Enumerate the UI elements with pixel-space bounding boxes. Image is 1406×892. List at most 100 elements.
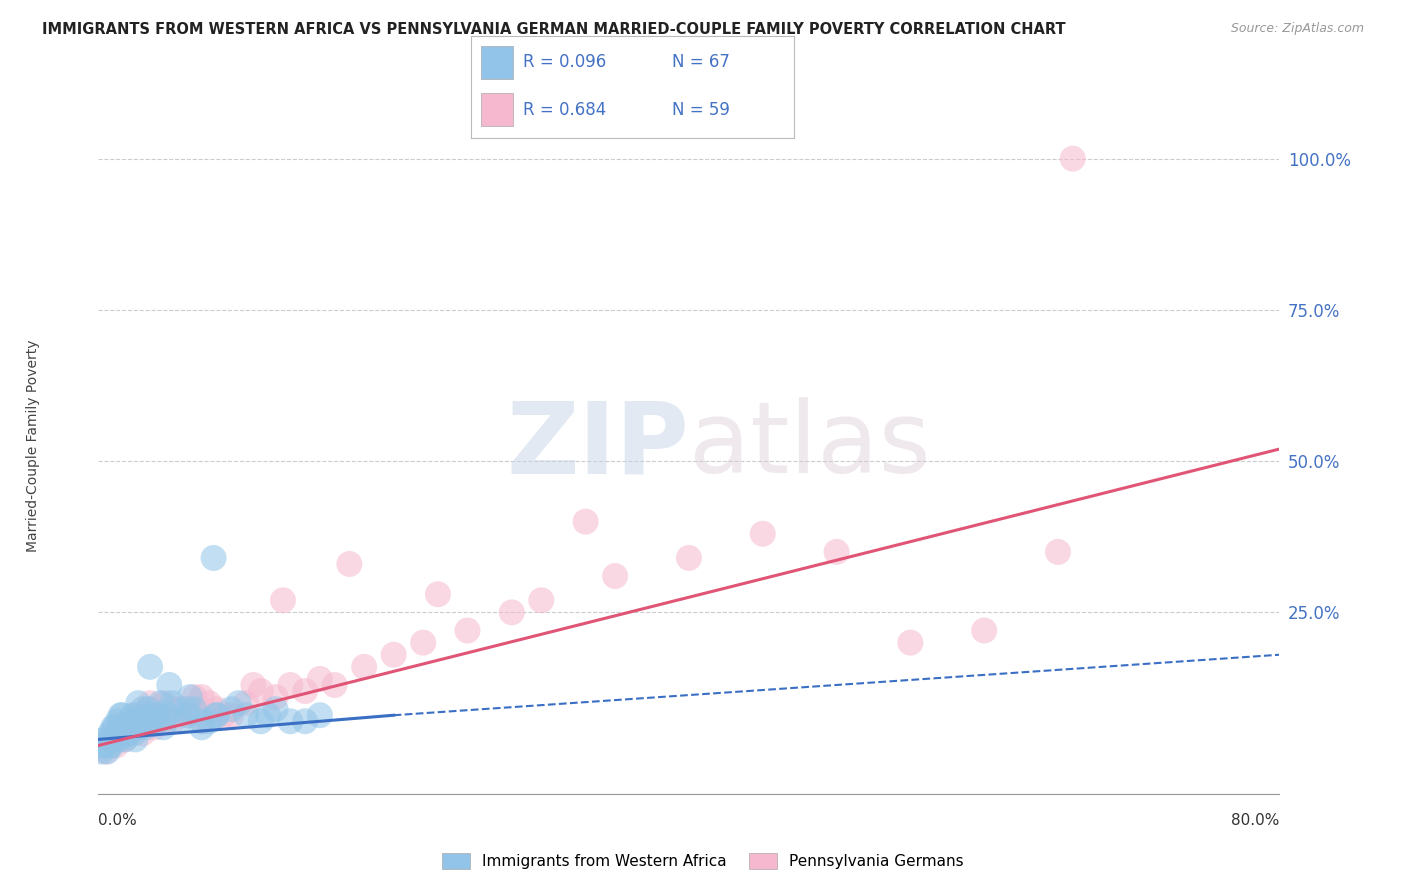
Point [120,720,142,734]
Text: ZIP: ZIP [506,398,689,494]
Point [191,714,214,729]
Point [501,606,523,620]
Point [205,708,228,723]
Point [110,720,132,734]
Text: R = 0.684: R = 0.684 [523,101,606,119]
Point [115,720,138,734]
Point [228,696,250,710]
Point [128,714,150,729]
Point [122,726,145,740]
Point [530,593,553,607]
FancyBboxPatch shape [481,93,513,126]
Point [155,708,177,723]
Point [132,726,155,740]
Point [176,702,198,716]
Point [114,732,136,747]
Point [94,732,117,747]
Point [191,720,214,734]
Text: Source: ZipAtlas.com: Source: ZipAtlas.com [1230,22,1364,36]
Point [112,726,135,740]
Point [250,684,273,698]
Point [271,593,294,607]
Point [353,660,375,674]
Point [456,624,478,638]
Point [678,550,700,565]
Point [103,720,125,734]
Point [135,720,157,734]
Point [152,720,174,734]
Point [117,726,139,740]
Point [191,690,214,704]
Point [97,739,120,753]
Point [139,702,162,716]
Point [110,720,132,734]
Text: 0.0%: 0.0% [98,814,138,828]
Point [205,708,228,723]
Point [221,708,243,723]
Text: N = 59: N = 59 [672,101,730,119]
Point [183,690,205,704]
Point [143,720,166,734]
Point [91,739,114,753]
Point [242,678,264,692]
Text: 80.0%: 80.0% [1232,814,1279,828]
Point [212,708,235,723]
Point [103,732,125,747]
Point [94,732,117,747]
Point [153,696,176,710]
Point [121,708,143,723]
Point [103,726,125,740]
Point [125,720,148,734]
Point [146,708,169,723]
Point [202,550,225,565]
Point [179,690,201,704]
Point [169,714,191,729]
Point [205,702,228,716]
Point [110,708,132,723]
Point [235,696,257,710]
Point [127,696,149,710]
Point [257,708,280,723]
Point [176,708,198,723]
Point [264,690,287,704]
Point [105,726,128,740]
Point [825,545,848,559]
Point [198,714,221,729]
Point [235,708,257,723]
Point [183,702,205,716]
Point [1062,152,1084,166]
Point [103,732,125,747]
Point [128,708,150,723]
Point [574,515,596,529]
Point [191,714,214,729]
Point [118,714,141,729]
Point [141,714,163,729]
Point [124,714,146,729]
Point [111,708,134,723]
Point [139,696,162,710]
Point [110,720,132,734]
Point [973,624,995,638]
Point [751,526,773,541]
Point [382,648,405,662]
Point [107,714,129,729]
Point [162,696,183,710]
Point [93,739,115,753]
Point [294,684,316,698]
Point [135,714,157,729]
Point [120,714,142,729]
Text: atlas: atlas [689,398,931,494]
Text: IMMIGRANTS FROM WESTERN AFRICA VS PENNSYLVANIA GERMAN MARRIED-COUPLE FAMILY POVE: IMMIGRANTS FROM WESTERN AFRICA VS PENNSY… [42,22,1066,37]
Point [169,702,191,716]
Point [117,726,139,740]
Text: R = 0.096: R = 0.096 [523,54,606,71]
Point [132,702,155,716]
Point [117,726,139,740]
Point [124,708,146,723]
Legend: Immigrants from Western Africa, Pennsylvania Germans: Immigrants from Western Africa, Pennsylv… [436,847,970,875]
Point [264,702,287,716]
Point [250,714,273,729]
Point [157,678,180,692]
Point [98,726,121,740]
Point [132,708,155,723]
